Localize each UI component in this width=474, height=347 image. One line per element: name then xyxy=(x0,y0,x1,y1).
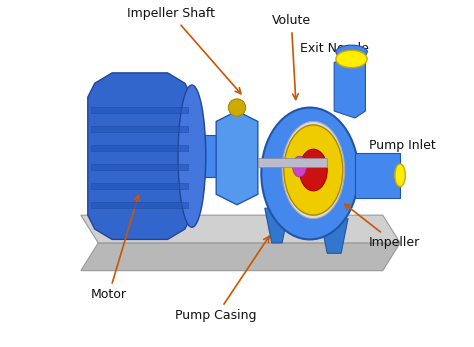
Bar xyxy=(258,158,327,167)
Polygon shape xyxy=(265,208,289,243)
Text: Pump Inlet: Pump Inlet xyxy=(363,139,436,163)
Bar xyxy=(192,135,219,177)
Polygon shape xyxy=(91,145,189,151)
Ellipse shape xyxy=(282,121,345,219)
Text: Impeller: Impeller xyxy=(345,204,420,249)
Text: Pump Casing: Pump Casing xyxy=(175,236,269,322)
Ellipse shape xyxy=(261,108,358,239)
Ellipse shape xyxy=(178,85,206,227)
Ellipse shape xyxy=(300,149,327,191)
Text: Motor: Motor xyxy=(91,195,139,302)
Ellipse shape xyxy=(292,156,306,177)
Ellipse shape xyxy=(395,164,405,187)
Circle shape xyxy=(228,99,246,116)
Polygon shape xyxy=(334,56,365,118)
Polygon shape xyxy=(81,243,400,271)
Text: Exit Nozzle: Exit Nozzle xyxy=(300,42,369,66)
Ellipse shape xyxy=(336,45,367,59)
Polygon shape xyxy=(91,164,189,170)
Polygon shape xyxy=(91,202,189,208)
Ellipse shape xyxy=(336,50,367,68)
Text: Volute: Volute xyxy=(272,14,311,100)
Polygon shape xyxy=(91,126,189,132)
Polygon shape xyxy=(355,153,400,198)
Polygon shape xyxy=(91,107,189,113)
Polygon shape xyxy=(88,73,192,239)
Polygon shape xyxy=(320,219,348,253)
Polygon shape xyxy=(216,111,258,205)
Text: Impeller Shaft: Impeller Shaft xyxy=(127,7,241,94)
Ellipse shape xyxy=(284,125,343,215)
Polygon shape xyxy=(91,183,189,189)
Polygon shape xyxy=(81,215,400,243)
